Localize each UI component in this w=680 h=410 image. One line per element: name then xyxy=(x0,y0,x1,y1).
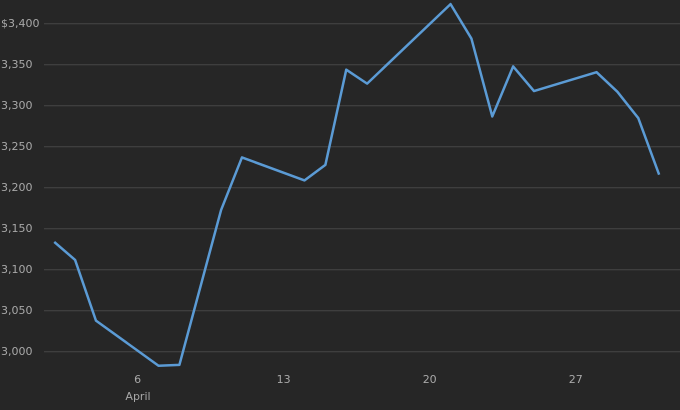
y-tick-label: 3,000 xyxy=(1,345,33,358)
y-tick-label: 3,300 xyxy=(1,99,33,112)
x-tick-label: 20 xyxy=(423,373,437,386)
line xyxy=(53,2,661,367)
y-tick-label: 3,250 xyxy=(1,140,33,153)
y-tick-label: $3,400 xyxy=(1,17,40,30)
x-tick-label: 13 xyxy=(277,373,291,386)
y-tick-label: 3,050 xyxy=(1,304,33,317)
x-tick-label: 6 xyxy=(134,373,141,386)
y-tick-label: 3,350 xyxy=(1,58,33,71)
y-tick-label: 3,150 xyxy=(1,222,33,235)
x-tick-label: 27 xyxy=(569,373,583,386)
y-tick-label: 3,100 xyxy=(1,263,33,276)
month-label: April xyxy=(125,390,150,403)
y-tick-label: 3,200 xyxy=(1,181,33,194)
